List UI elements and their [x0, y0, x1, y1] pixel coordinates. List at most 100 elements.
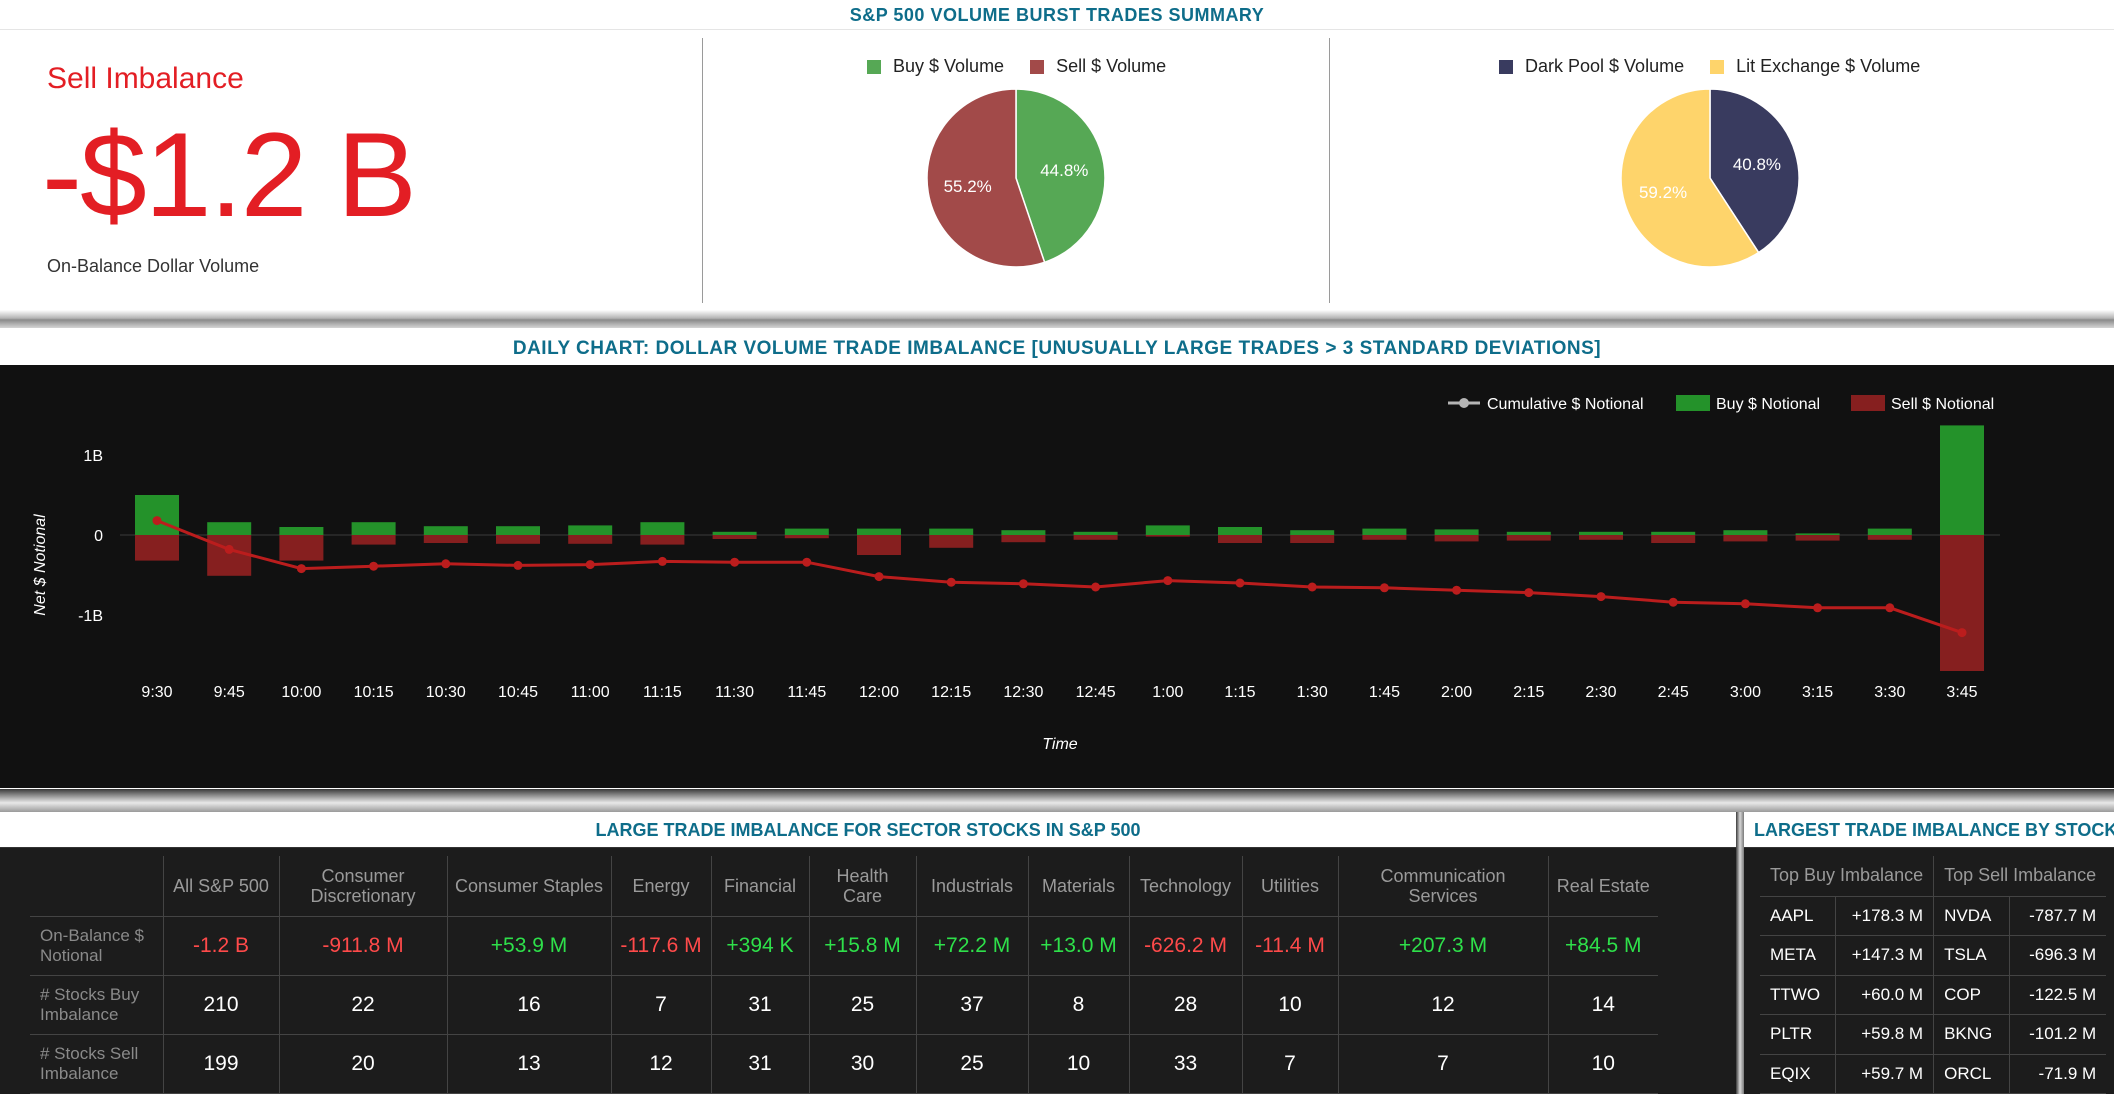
cumulative-point[interactable]	[1813, 603, 1823, 613]
sell-volume-slice[interactable]	[926, 88, 1046, 268]
legend-item-buy-volume[interactable]: Buy $ Volume	[867, 56, 1004, 77]
cumulative-point[interactable]	[224, 544, 234, 554]
cumulative-point[interactable]	[513, 560, 523, 570]
buy-bar[interactable]	[1434, 529, 1479, 535]
cumulative-point[interactable]	[1452, 585, 1462, 595]
cumulative-point[interactable]	[1163, 576, 1173, 586]
sell-bar[interactable]	[857, 535, 901, 555]
cumulative-point[interactable]	[152, 516, 162, 526]
buy-bar[interactable]	[1073, 531, 1118, 535]
buy-bar[interactable]	[1290, 530, 1335, 535]
cumulative-point[interactable]	[1668, 597, 1678, 607]
legend-item-buy-notional[interactable]: Buy $ Notional	[1716, 396, 1820, 413]
sector-cell: +15.8 M	[809, 916, 917, 976]
cumulative-point[interactable]	[369, 561, 379, 571]
cumulative-point[interactable]	[657, 556, 667, 566]
sell-bar[interactable]	[1434, 535, 1479, 542]
legend-item-cumulative[interactable]: Cumulative $ Notional	[1487, 396, 1644, 413]
cumulative-point[interactable]	[296, 564, 306, 574]
cumulative-point[interactable]	[1524, 588, 1534, 598]
sell-bar[interactable]	[279, 535, 324, 561]
sell-bar[interactable]	[1795, 535, 1840, 541]
sell-bar[interactable]	[1001, 535, 1046, 543]
buy-bar[interactable]	[1362, 528, 1407, 535]
cumulative-point[interactable]	[1018, 579, 1028, 589]
buy-bar[interactable]	[423, 526, 468, 535]
legend-item-sell-notional[interactable]: Sell $ Notional	[1891, 396, 1994, 413]
sell-bar[interactable]	[1362, 535, 1407, 540]
sell-bar[interactable]	[1290, 535, 1335, 543]
sector-cell: +394 K	[711, 916, 810, 976]
buy-bar[interactable]	[1001, 530, 1046, 535]
buy-volume-slice[interactable]	[1015, 88, 1106, 264]
sell-bar[interactable]	[568, 535, 613, 544]
cumulative-point[interactable]	[441, 559, 451, 569]
buy-bar[interactable]	[1651, 531, 1696, 535]
buy-bar[interactable]	[1145, 525, 1190, 535]
cumulative-point[interactable]	[1091, 582, 1101, 592]
sell-bar[interactable]	[1073, 535, 1118, 540]
cumulative-point[interactable]	[874, 572, 884, 582]
cumulative-point[interactable]	[946, 577, 956, 587]
sector-cell: -1.2 B	[163, 916, 280, 976]
sell-bar[interactable]	[929, 535, 974, 548]
summary-top-divider	[0, 29, 2114, 30]
sell-bar[interactable]	[496, 535, 540, 544]
lit-exchange-volume-slice[interactable]	[1620, 88, 1760, 268]
cumulative-point[interactable]	[1957, 628, 1967, 638]
cumulative-point[interactable]	[730, 557, 740, 567]
sell-bar[interactable]	[640, 535, 685, 545]
sell-ticker: COP	[1933, 975, 2011, 1015]
daily-chart-panel: 1B 0 -1B Net $ Notional Time 9:30 9:45 10:00 10:…	[0, 365, 2114, 788]
sell-bar[interactable]	[423, 535, 468, 543]
buy-bar[interactable]	[1867, 528, 1912, 535]
buy-bar[interactable]	[784, 528, 829, 535]
buy-bar[interactable]	[351, 522, 396, 535]
cumulative-point[interactable]	[1740, 599, 1750, 609]
sell-ticker: NVDA	[1933, 896, 2011, 936]
buy-bar[interactable]	[857, 528, 901, 535]
cumulative-point[interactable]	[1885, 603, 1895, 613]
cumulative-point[interactable]	[1596, 592, 1606, 602]
buy-bar[interactable]	[1218, 527, 1262, 535]
sell-bar[interactable]	[1940, 535, 1984, 671]
sell-bar[interactable]	[1506, 535, 1551, 541]
sell-bar[interactable]	[1723, 535, 1768, 542]
sell-bar[interactable]	[784, 535, 829, 539]
cumulative-point[interactable]	[585, 560, 595, 570]
buy-bar[interactable]	[929, 528, 974, 535]
x-tick-label: 3:15	[1802, 684, 1833, 701]
buy-bar[interactable]	[568, 525, 613, 535]
sell-bar[interactable]	[1145, 535, 1190, 537]
legend-label: Sell $ Volume	[1056, 56, 1167, 76]
buy-bar[interactable]	[1940, 425, 1984, 535]
x-tick-label: 12:30	[1003, 684, 1043, 701]
cumulative-point[interactable]	[1235, 578, 1245, 588]
table-row: # Stocks Sell Imbalance 199 20 13 12 31 …	[30, 1034, 1658, 1094]
buy-bar[interactable]	[1723, 530, 1768, 535]
legend-item-lit-exchange[interactable]: Lit Exchange $ Volume	[1710, 56, 1920, 77]
buy-bar[interactable]	[712, 531, 757, 535]
buy-bar[interactable]	[496, 526, 540, 535]
buy-bar[interactable]	[1506, 531, 1551, 535]
cumulative-point[interactable]	[1379, 583, 1389, 593]
sell-bar[interactable]	[712, 535, 757, 539]
buy-bar[interactable]	[1579, 531, 1623, 535]
sell-bar[interactable]	[351, 535, 396, 545]
sell-bar[interactable]	[1579, 535, 1623, 540]
sell-bar[interactable]	[207, 535, 252, 576]
buy-bar[interactable]	[135, 495, 179, 535]
legend-item-sell-volume[interactable]: Sell $ Volume	[1030, 56, 1166, 77]
cumulative-point[interactable]	[802, 557, 812, 567]
sell-bar[interactable]	[1867, 535, 1912, 540]
sell-bar[interactable]	[1218, 535, 1262, 543]
sell-bar[interactable]	[135, 535, 179, 561]
sell-bar[interactable]	[1651, 535, 1696, 543]
buy-bar[interactable]	[207, 522, 252, 535]
legend-item-dark-pool[interactable]: Dark Pool $ Volume	[1499, 56, 1684, 77]
buy-bar[interactable]	[640, 522, 685, 535]
row-label: On-Balance $ Notional	[30, 916, 164, 976]
buy-bar[interactable]	[1795, 533, 1840, 535]
cumulative-point[interactable]	[1307, 582, 1317, 592]
buy-bar[interactable]	[279, 527, 324, 535]
